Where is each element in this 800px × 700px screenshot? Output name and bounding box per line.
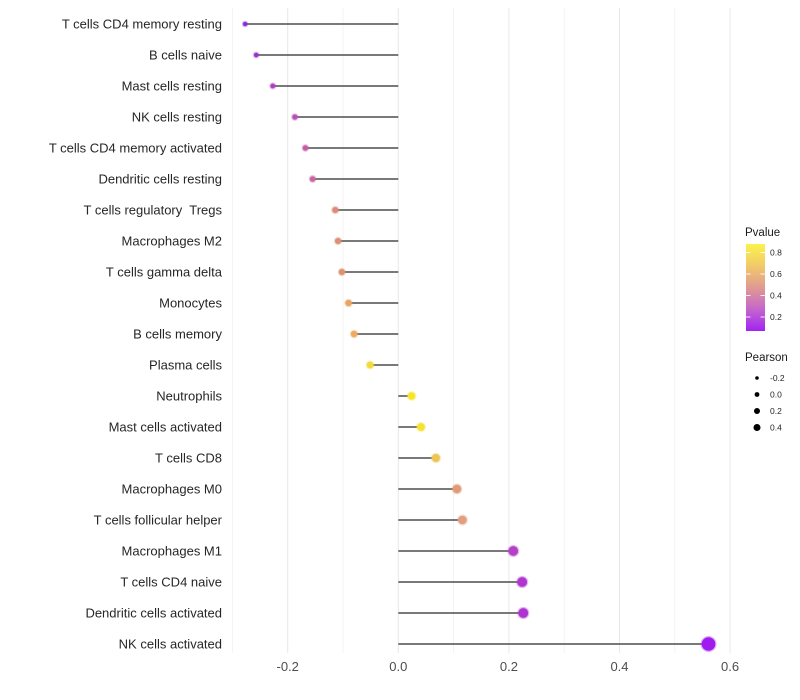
category-label: T cells follicular helper [94,513,223,528]
pearson-legend-dot [754,408,760,414]
category-label: Dendritic cells resting [98,172,222,187]
category-label: B cells memory [133,327,222,342]
pearson-legend-label: 0.4 [770,423,782,433]
category-label: T cells CD4 memory activated [49,141,222,156]
pvalue-tick-label: 0.6 [770,269,782,279]
pearson-legend-label: 0.2 [770,406,782,416]
category-label: Plasma cells [149,358,222,373]
chart-rows: T cells CD4 memory resting B cells naive M… [49,17,717,652]
pvalue-tick-label: 0.2 [770,312,782,322]
lollipop-dot [302,145,309,151]
lollipop-dot [508,546,519,556]
gridlines [231,8,731,653]
lollipop-dot [518,608,529,618]
category-label: Mast cells resting [122,79,222,94]
category-label: T cells gamma delta [106,265,223,280]
lollipop-dot [309,176,316,182]
category-label: Macrophages M0 [122,482,222,497]
lollipop-dot [243,21,248,27]
lollipop-dot [338,268,345,276]
x-axis: -0.2 0.0 0.2 0.4 0.6 [276,659,739,674]
pvalue-tick-label: 0.4 [770,291,782,301]
pearson-legend-dot [754,392,760,397]
lollipop-dot [350,330,358,338]
legends: Pvalue 0.8 0.6 0.4 0.2 Pearson -0.2 0.0 0.2 0.4 [745,227,788,433]
x-tick-label: 0.6 [721,659,739,674]
pvalue-gradient-bar [746,244,765,331]
category-label: T cells CD4 naive [120,575,222,590]
category-label: NK cells resting [132,110,222,125]
lollipop-dot [431,453,440,463]
category-label: Macrophages M2 [122,234,222,249]
lollipop-dot [292,114,298,120]
category-label: T cells regulatory Tregs [84,203,223,218]
category-label: Macrophages M1 [122,544,222,559]
x-tick-label: 0.0 [389,659,407,674]
category-label: Neutrophils [156,389,222,404]
lollipop-dot [270,83,276,89]
x-tick-label: 0.2 [500,659,518,674]
lollipop-dot [253,52,259,58]
pearson-legend-dot [753,424,761,431]
category-label: Mast cells activated [109,420,222,435]
lollipop-dot [452,484,462,494]
x-tick-label: 0.4 [610,659,628,674]
lollipop-dot [417,423,425,431]
lollipop-dot [517,577,528,587]
pearson-legend-title: Pearson [745,352,788,364]
category-label: Monocytes [159,296,222,311]
pearson-legend-label: -0.2 [770,373,785,383]
category-label: NK cells activated [119,637,222,652]
lollipop-dot [332,206,339,214]
category-label: B cells naive [149,48,222,63]
pearson-legend-dot [755,376,759,380]
lollipop-dot [366,361,374,369]
pvalue-legend-title: Pvalue [745,227,780,239]
pearson-legend-label: 0.0 [770,390,782,400]
category-label: T cells CD4 memory resting [62,17,222,32]
lollipop-dot [701,637,716,651]
pvalue-tick-label: 0.8 [770,248,782,258]
x-tick-label: -0.2 [276,659,298,674]
lollipop-dot [334,237,342,245]
category-label: T cells CD8 [155,451,222,466]
lollipop-dot [345,299,352,307]
lollipop-dot [458,515,467,525]
lollipop-dot [407,392,416,400]
category-label: Dendritic cells activated [85,606,222,621]
